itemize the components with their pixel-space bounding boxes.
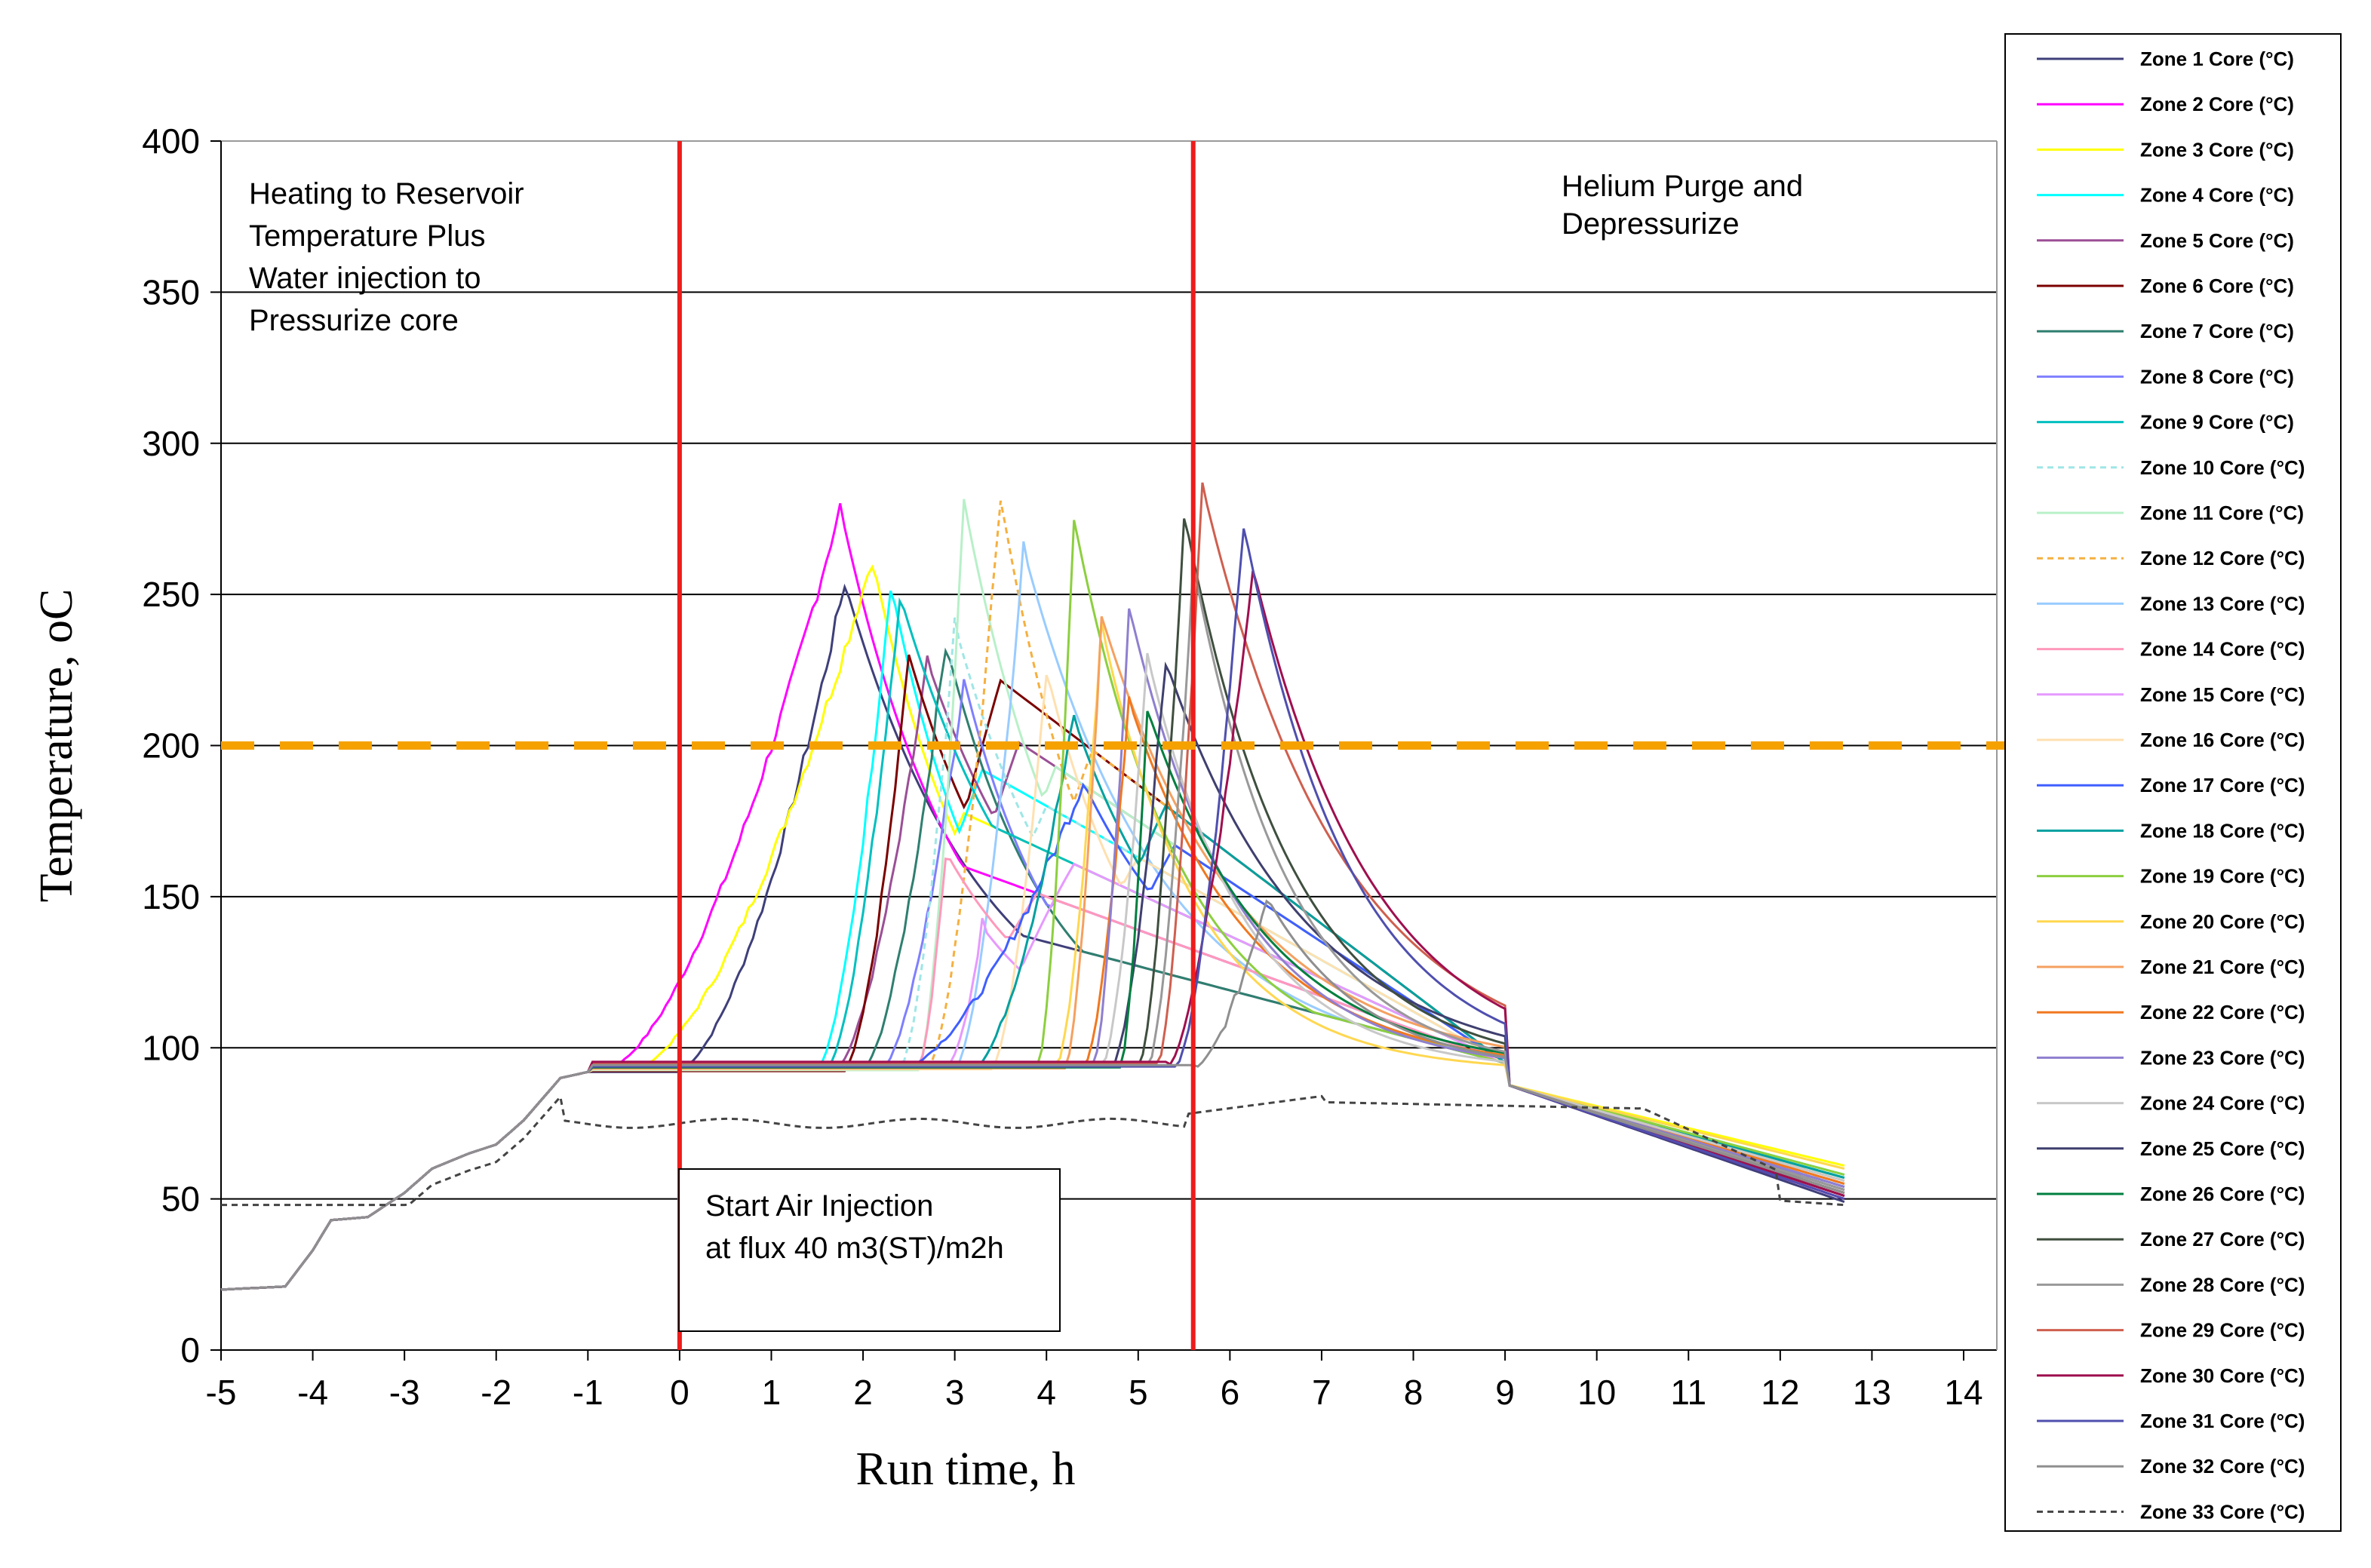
series-line-zone-33-core-c xyxy=(221,1094,1844,1207)
x-tick-label-10: 10 xyxy=(1577,1373,1616,1412)
x-tick-label-1: 1 xyxy=(762,1373,782,1412)
x-tick-label--4: -4 xyxy=(297,1373,328,1412)
legend-label-zone-31-core-c: Zone 31 Core (°C) xyxy=(2140,1410,2305,1432)
x-tick-label--2: -2 xyxy=(481,1373,511,1412)
legend-label-zone-32-core-c: Zone 32 Core (°C) xyxy=(2140,1455,2305,1477)
legend-label-zone-24-core-c: Zone 24 Core (°C) xyxy=(2140,1092,2305,1115)
heating-annotation-line-2: Temperature Plus xyxy=(249,219,485,253)
air-injection-annotation-line-2: at flux 40 m3(ST)/m2h xyxy=(705,1232,1004,1265)
legend-label-zone-15-core-c: Zone 15 Core (°C) xyxy=(2140,683,2305,706)
legend-label-zone-17-core-c: Zone 17 Core (°C) xyxy=(2140,774,2305,796)
y-tick-labels: 0 50 100 150 200 250 300 350 400 xyxy=(142,121,200,1370)
legend-label-zone-30-core-c: Zone 30 Core (°C) xyxy=(2140,1364,2305,1387)
reference-lines xyxy=(221,141,2029,1350)
y-tick-label-250: 250 xyxy=(142,575,200,614)
legend: Zone 1 Core (°C) Zone 2 Core (°C) Zone 3 C… xyxy=(2004,33,2342,1532)
heating-annotation-line-4: Pressurize core xyxy=(249,304,459,337)
legend-label-zone-19-core-c: Zone 19 Core (°C) xyxy=(2140,865,2305,888)
legend-label-zone-8-core-c: Zone 8 Core (°C) xyxy=(2140,365,2294,388)
legend-label-zone-29-core-c: Zone 29 Core (°C) xyxy=(2140,1319,2305,1342)
y-axis-title: Temperature, oC xyxy=(31,589,82,903)
x-axis-title: Run time, h xyxy=(855,1444,1075,1495)
legend-label-zone-9-core-c: Zone 9 Core (°C) xyxy=(2140,411,2294,434)
legend-box xyxy=(2004,33,2342,1532)
x-tick-label-9: 9 xyxy=(1495,1373,1515,1412)
legend-label-zone-22-core-c: Zone 22 Core (°C) xyxy=(2140,1001,2305,1023)
x-tick-label-14: 14 xyxy=(1944,1373,1982,1412)
legend-label-zone-25-core-c: Zone 25 Core (°C) xyxy=(2140,1137,2305,1160)
x-tick-label-11: 11 xyxy=(1670,1373,1706,1412)
x-tick-label--5: -5 xyxy=(206,1373,237,1412)
x-tick-label--1: -1 xyxy=(573,1373,603,1412)
y-tick-label-350: 350 xyxy=(142,272,200,311)
y-tick-label-0: 0 xyxy=(180,1330,200,1370)
legend-label-zone-14-core-c: Zone 14 Core (°C) xyxy=(2140,638,2305,661)
legend-label-zone-33-core-c: Zone 33 Core (°C) xyxy=(2140,1500,2305,1523)
x-tick-label-8: 8 xyxy=(1404,1373,1424,1412)
x-tick-label-6: 6 xyxy=(1221,1373,1240,1412)
y-tick-label-300: 300 xyxy=(142,424,200,463)
x-tick-label-7: 7 xyxy=(1312,1373,1331,1412)
series-layer xyxy=(220,482,1845,1291)
purge-annotation-line-1: Helium Purge and xyxy=(1562,170,1803,203)
x-tick-label--3: -3 xyxy=(389,1373,420,1412)
purge-annotation-line-2: Depressurize xyxy=(1562,207,1740,241)
legend-label-zone-26-core-c: Zone 26 Core (°C) xyxy=(2140,1183,2305,1205)
x-tick-label-5: 5 xyxy=(1129,1373,1148,1412)
legend-label-zone-20-core-c: Zone 20 Core (°C) xyxy=(2140,910,2305,933)
legend-label-zone-12-core-c: Zone 12 Core (°C) xyxy=(2140,547,2305,569)
legend-label-zone-11-core-c: Zone 11 Core (°C) xyxy=(2140,502,2304,524)
heating-annotation-line-3: Water injection to xyxy=(249,262,481,295)
legend-label-zone-1-core-c: Zone 1 Core (°C) xyxy=(2140,48,2294,70)
x-tick-label-2: 2 xyxy=(853,1373,873,1412)
y-tick-label-400: 400 xyxy=(142,121,200,161)
y-tick-label-150: 150 xyxy=(142,877,200,916)
x-tick-labels: -5 -4 -3 -2 -1 0 1 2 3 4 5 6 7 8 9 10 11 12 13 14 xyxy=(206,1373,1983,1412)
x-tick-label-12: 12 xyxy=(1761,1373,1799,1412)
legend-label-zone-5-core-c: Zone 5 Core (°C) xyxy=(2140,229,2294,252)
legend-label-zone-28-core-c: Zone 28 Core (°C) xyxy=(2140,1273,2305,1296)
legend-label-zone-13-core-c: Zone 13 Core (°C) xyxy=(2140,592,2305,615)
legend-label-zone-18-core-c: Zone 18 Core (°C) xyxy=(2140,819,2305,842)
y-tick-label-50: 50 xyxy=(161,1180,200,1219)
y-tick-label-200: 200 xyxy=(142,726,200,766)
legend-label-zone-27-core-c: Zone 27 Core (°C) xyxy=(2140,1228,2305,1250)
x-tick-label-13: 13 xyxy=(1853,1373,1891,1412)
x-tick-label-4: 4 xyxy=(1037,1373,1056,1412)
legend-label-zone-2-core-c: Zone 2 Core (°C) xyxy=(2140,93,2294,115)
legend-label-zone-6-core-c: Zone 6 Core (°C) xyxy=(2140,275,2294,297)
legend-label-zone-3-core-c: Zone 3 Core (°C) xyxy=(2140,138,2294,161)
air-injection-annotation-line-1: Start Air Injection xyxy=(705,1189,933,1223)
legend-label-zone-21-core-c: Zone 21 Core (°C) xyxy=(2140,956,2305,978)
legend-label-zone-10-core-c: Zone 10 Core (°C) xyxy=(2140,456,2305,479)
legend-label-zone-23-core-c: Zone 23 Core (°C) xyxy=(2140,1046,2305,1069)
heating-annotation-line-1: Heating to Reservoir xyxy=(249,177,524,210)
x-tick-label-0: 0 xyxy=(670,1373,689,1412)
legend-label-zone-16-core-c: Zone 16 Core (°C) xyxy=(2140,729,2305,751)
air-injection-annotation-box xyxy=(678,1168,1061,1332)
annotations: Heating to Reservoir Temperature Plus Wate… xyxy=(249,170,1803,1332)
y-tick-label-100: 100 xyxy=(142,1028,200,1067)
x-tick-label-3: 3 xyxy=(945,1373,965,1412)
legend-label-zone-7-core-c: Zone 7 Core (°C) xyxy=(2140,320,2294,342)
legend-label-zone-4-core-c: Zone 4 Core (°C) xyxy=(2140,184,2294,207)
